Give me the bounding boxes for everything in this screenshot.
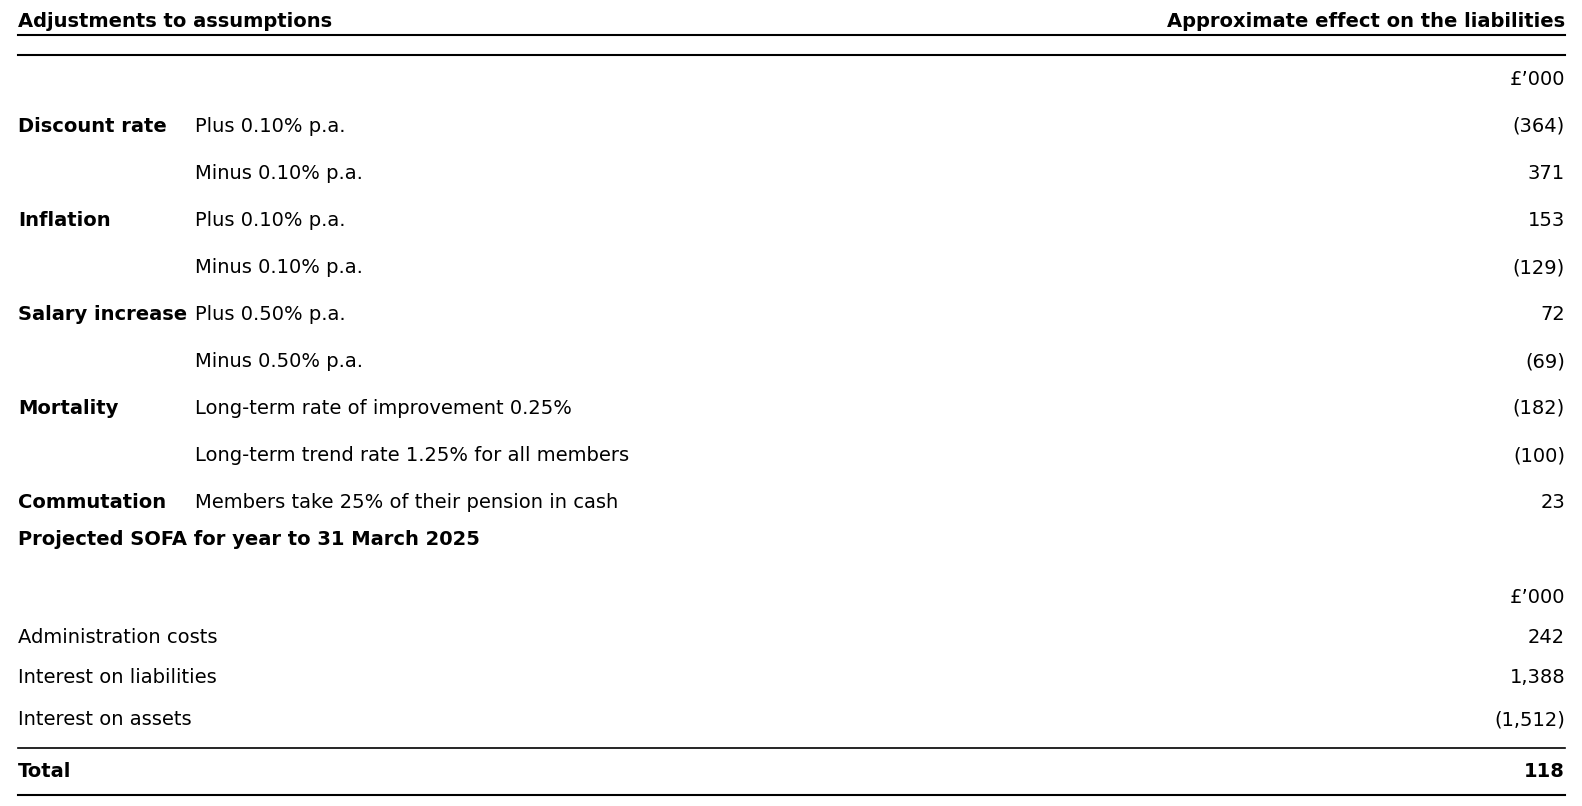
Text: (69): (69) xyxy=(1525,352,1565,371)
Text: Commutation: Commutation xyxy=(17,493,166,512)
Text: (1,512): (1,512) xyxy=(1493,710,1565,729)
Text: (129): (129) xyxy=(1512,258,1565,277)
Text: Total: Total xyxy=(17,762,71,781)
Text: Interest on liabilities: Interest on liabilities xyxy=(17,668,217,687)
Text: Plus 0.50% p.a.: Plus 0.50% p.a. xyxy=(195,305,345,324)
Text: Long-term trend rate 1.25% for all members: Long-term trend rate 1.25% for all membe… xyxy=(195,446,630,465)
Text: (182): (182) xyxy=(1512,399,1565,418)
Text: 242: 242 xyxy=(1528,628,1565,647)
Text: Interest on assets: Interest on assets xyxy=(17,710,191,729)
Text: Long-term rate of improvement 0.25%: Long-term rate of improvement 0.25% xyxy=(195,399,571,418)
Text: £’000: £’000 xyxy=(1509,588,1565,607)
Text: Minus 0.10% p.a.: Minus 0.10% p.a. xyxy=(195,258,362,277)
Text: (100): (100) xyxy=(1512,446,1565,465)
Text: Mortality: Mortality xyxy=(17,399,119,418)
Text: Plus 0.10% p.a.: Plus 0.10% p.a. xyxy=(195,211,345,230)
Text: Projected SOFA for year to 31 March 2025: Projected SOFA for year to 31 March 2025 xyxy=(17,530,479,549)
Text: 23: 23 xyxy=(1541,493,1565,512)
Text: Inflation: Inflation xyxy=(17,211,111,230)
Text: £’000: £’000 xyxy=(1509,70,1565,89)
Text: Minus 0.10% p.a.: Minus 0.10% p.a. xyxy=(195,164,362,183)
Text: (364): (364) xyxy=(1512,117,1565,136)
Text: 72: 72 xyxy=(1541,305,1565,324)
Text: 153: 153 xyxy=(1528,211,1565,230)
Text: Minus 0.50% p.a.: Minus 0.50% p.a. xyxy=(195,352,362,371)
Text: Members take 25% of their pension in cash: Members take 25% of their pension in cas… xyxy=(195,493,619,512)
Text: Administration costs: Administration costs xyxy=(17,628,217,647)
Text: 1,388: 1,388 xyxy=(1509,668,1565,687)
Text: Approximate effect on the liabilities: Approximate effect on the liabilities xyxy=(1168,12,1565,31)
Text: Salary increase: Salary increase xyxy=(17,305,187,324)
Text: Discount rate: Discount rate xyxy=(17,117,166,136)
Text: Plus 0.10% p.a.: Plus 0.10% p.a. xyxy=(195,117,345,136)
Text: Adjustments to assumptions: Adjustments to assumptions xyxy=(17,12,332,31)
Text: 118: 118 xyxy=(1523,762,1565,781)
Text: 371: 371 xyxy=(1528,164,1565,183)
